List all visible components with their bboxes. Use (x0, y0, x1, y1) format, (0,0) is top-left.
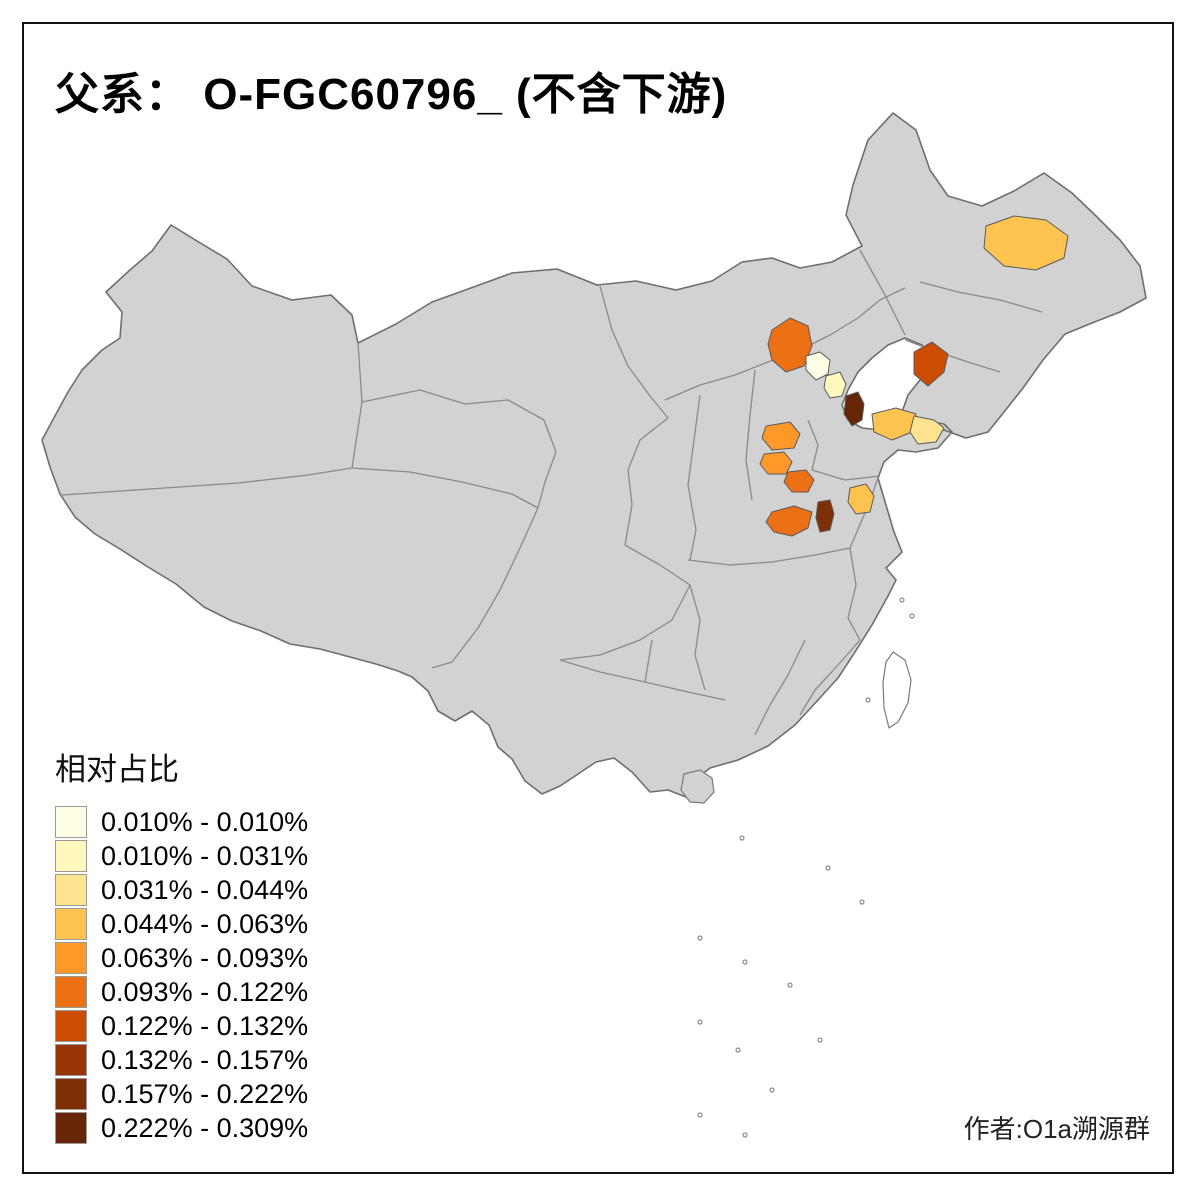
province-border-gansu-alxa (599, 285, 669, 419)
highlight-north-henan (783, 469, 815, 493)
province-border-shandong (807, 419, 881, 481)
legend-swatch (55, 806, 87, 838)
highlight-liaodong-peninsula (913, 341, 949, 387)
province-border-shanxi-hebei (745, 369, 756, 501)
legend: 相对占比 0.010% - 0.010% 0.010% - 0.031% 0.031… (55, 744, 308, 1145)
legend-row: 0.010% - 0.010% (55, 805, 308, 839)
legend-swatch (55, 976, 87, 1008)
islet (735, 1047, 741, 1053)
page-title: 父系： O-FGC60796_ (不含下游) (55, 70, 728, 119)
highlight-central-henan (765, 505, 813, 537)
islet (899, 597, 905, 603)
highlight-langfang-tianjin-north (823, 371, 847, 399)
islet (787, 982, 793, 988)
legend-label: 0.010% - 0.010% (101, 806, 309, 837)
province-border-guizhou-guangxi (644, 639, 653, 683)
province-border-shaanxi-west (624, 417, 669, 546)
islet (697, 1112, 703, 1118)
highlight-southwest-shandong (847, 483, 875, 515)
legend-row: 0.122% - 0.132% (55, 1009, 308, 1043)
province-border-tibet-north (351, 467, 539, 509)
legend-label: 0.031% - 0.044% (101, 874, 309, 905)
legend-row: 0.157% - 0.222% (55, 1077, 308, 1111)
legend-row: 0.010% - 0.031% (55, 839, 308, 873)
islet (865, 697, 871, 703)
map-region-mainland (41, 112, 1147, 798)
legend-swatch (55, 1044, 87, 1076)
legend-row: 0.044% - 0.063% (55, 907, 308, 941)
legend-row: 0.093% - 0.122% (55, 975, 308, 1009)
province-border-henan-hubei (687, 547, 851, 566)
province-border-khingan (859, 249, 906, 336)
islet (817, 1037, 823, 1043)
map-region-taiwan (882, 651, 912, 729)
highlight-tianjin-south-dark (843, 391, 865, 427)
legend-swatch (55, 840, 87, 872)
legend-label: 0.132% - 0.157% (101, 1044, 309, 1075)
islet (742, 959, 748, 965)
islet (859, 899, 865, 905)
legend-label: 0.063% - 0.093% (101, 942, 309, 973)
legend-label: 0.044% - 0.063% (101, 908, 309, 939)
legend-title: 相对占比 (55, 752, 179, 787)
map-region-hainan (680, 769, 715, 804)
legend-label: 0.093% - 0.122% (101, 976, 309, 1007)
author-credit: 作者:O1a溯源群 (963, 1114, 1150, 1144)
legend-swatch (55, 1112, 87, 1144)
province-border-hebei-liaoning (829, 287, 906, 336)
province-border-jilin-heilongjiang (919, 281, 1043, 313)
legend-label: 0.157% - 0.222% (101, 1078, 309, 1109)
legend-label: 0.010% - 0.031% (101, 840, 309, 871)
legend-swatch (55, 1010, 87, 1042)
legend-swatch (55, 908, 87, 940)
highlight-south-hebei-2 (759, 451, 793, 475)
legend-row: 0.031% - 0.044% (55, 873, 308, 907)
highlight-northeast-heilongjiang (983, 215, 1069, 271)
legend-swatch (55, 942, 87, 974)
islet (769, 1087, 775, 1093)
province-border-hunan-jiangxi (689, 584, 706, 691)
legend-label: 0.222% - 0.309% (101, 1112, 309, 1143)
highlight-east-henan-dark (815, 499, 835, 533)
province-border-qinghai (361, 389, 557, 509)
highlight-south-hebei-1 (761, 421, 801, 451)
legend-row: 0.222% - 0.309% (55, 1111, 308, 1145)
legend-swatch (55, 1078, 87, 1110)
highlight-north-hebei-chengde (767, 317, 813, 373)
legend-rows: 0.010% - 0.010% 0.010% - 0.031% 0.031% - 0… (55, 805, 308, 1145)
islet (697, 1019, 703, 1025)
highlight-shandong-peninsula-east (909, 415, 945, 445)
province-border-tibet-east (431, 507, 539, 669)
islet (739, 835, 745, 841)
islet (825, 865, 831, 871)
islet (909, 613, 915, 619)
legend-label: 0.122% - 0.132% (101, 1010, 309, 1041)
province-border-guangdong-fujian (754, 639, 806, 736)
legend-row: 0.063% - 0.093% (55, 941, 308, 975)
province-border-liaoning-jilin (904, 339, 1001, 373)
province-border-anhui-zhejiang (847, 547, 861, 641)
province-border-fujian-zhejiang (799, 639, 861, 716)
province-border-sichuan-guizhou (559, 544, 691, 661)
province-border-shaanxi-shanxi (687, 394, 701, 561)
islet (742, 1132, 748, 1138)
highlight-beijing (805, 351, 831, 381)
legend-swatch (55, 874, 87, 906)
legend-row: 0.132% - 0.157% (55, 1043, 308, 1077)
islet (697, 935, 703, 941)
